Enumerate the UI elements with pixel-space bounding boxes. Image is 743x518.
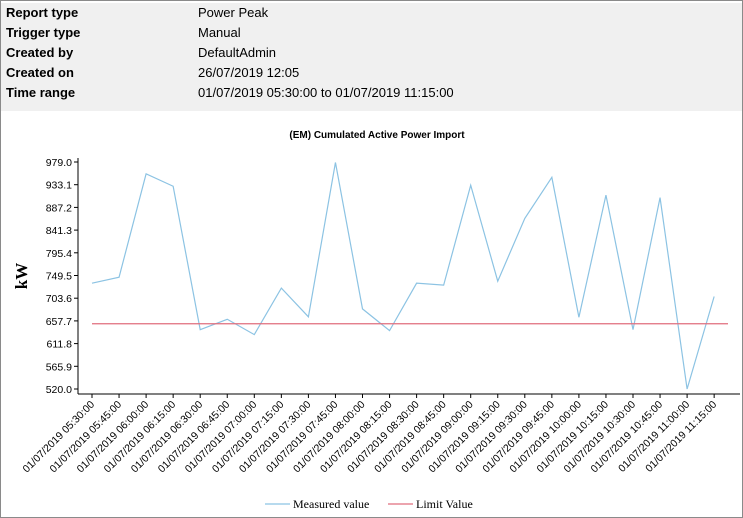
info-row-trigger-type: Trigger type Manual [1, 23, 742, 43]
info-row-report-type: Report type Power Peak [1, 3, 742, 23]
info-value: DefaultAdmin [198, 45, 277, 60]
y-axis-label: kW [12, 263, 31, 289]
report-info-table: Report type Power Peak Trigger type Manu… [1, 3, 742, 103]
info-value: Manual [198, 25, 241, 40]
legend-limit-label: Limit Value [416, 497, 473, 511]
info-key: Trigger type [6, 25, 81, 40]
info-value: Power Peak [198, 5, 269, 20]
y-tick-label: 657.7 [46, 316, 72, 328]
y-tick-label: 565.9 [46, 361, 72, 373]
info-key: Time range [6, 85, 76, 100]
info-key: Created on [6, 65, 74, 80]
legend: Measured value Limit Value [265, 497, 473, 511]
measured-value-line [91, 162, 715, 390]
info-row-created-by: Created by DefaultAdmin [1, 43, 742, 63]
info-row-time-range: Time range 01/07/2019 05:30:00 to 01/07/… [1, 83, 742, 103]
y-tick-label: 933.1 [46, 180, 72, 192]
y-tick-label: 703.6 [46, 293, 72, 305]
chart-title: (EM) Cumulated Active Power Import [289, 130, 465, 141]
legend-measured-label: Measured value [293, 497, 369, 511]
y-tick-label: 979.0 [46, 157, 72, 169]
info-key: Created by [6, 45, 74, 60]
info-table-bottom-band [1, 103, 742, 111]
info-row-created-on: Created on 26/07/2019 12:05 [1, 63, 742, 83]
y-tick-label: 887.2 [46, 202, 72, 214]
y-tick-label: 749.5 [46, 271, 72, 283]
y-tick-label: 795.4 [46, 248, 72, 260]
y-tick-label: 841.3 [46, 225, 72, 237]
info-value: 26/07/2019 12:05 [198, 65, 300, 80]
y-axis: 520.0 565.9 611.8 657.7 703.6 749.5 795.4 841.3… [46, 157, 79, 396]
info-value: 01/07/2019 05:30:00 to 01/07/2019 11:15:… [198, 85, 454, 100]
y-tick-label: 611.8 [47, 339, 73, 351]
info-key: Report type [6, 5, 79, 20]
y-tick-label: 520.0 [46, 384, 72, 396]
plot-area [91, 162, 728, 390]
